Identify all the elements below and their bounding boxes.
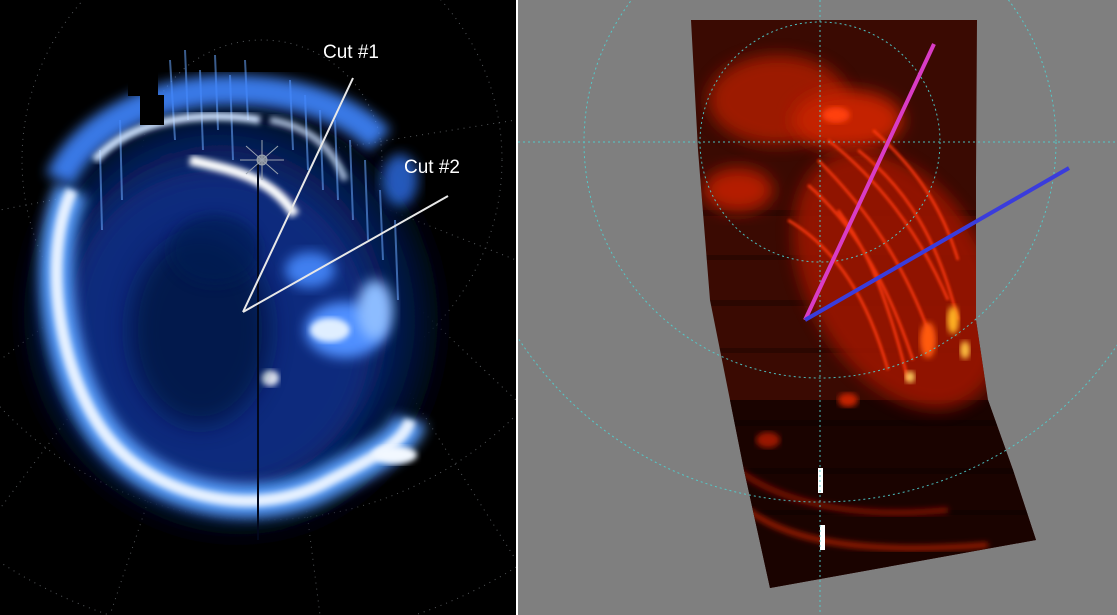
ir-aurora-svg [518,0,1117,615]
cut-2-line [242,195,449,313]
cut-1-line [242,77,354,313]
cut-lines [242,77,449,313]
ir-aurora-image [518,0,1117,615]
data-gap-2 [820,525,825,550]
uv-aurora-svg: Cut #1 Cut #2 [0,0,516,615]
ir-cut-2-line [804,166,1070,322]
ir-grid [518,0,1117,615]
masked-region-lower [140,95,164,125]
pole-marker [240,140,284,180]
ir-cut-1-line [803,43,936,321]
ir-swath [691,20,1036,588]
panel-divider [516,0,518,615]
aurora-oval [28,49,442,534]
cut-1-label: Cut #1 [323,42,379,63]
cut-2-label: Cut #2 [404,157,460,178]
masked-region [128,48,158,96]
uv-aurora-image: Cut #1 Cut #2 [0,0,516,615]
